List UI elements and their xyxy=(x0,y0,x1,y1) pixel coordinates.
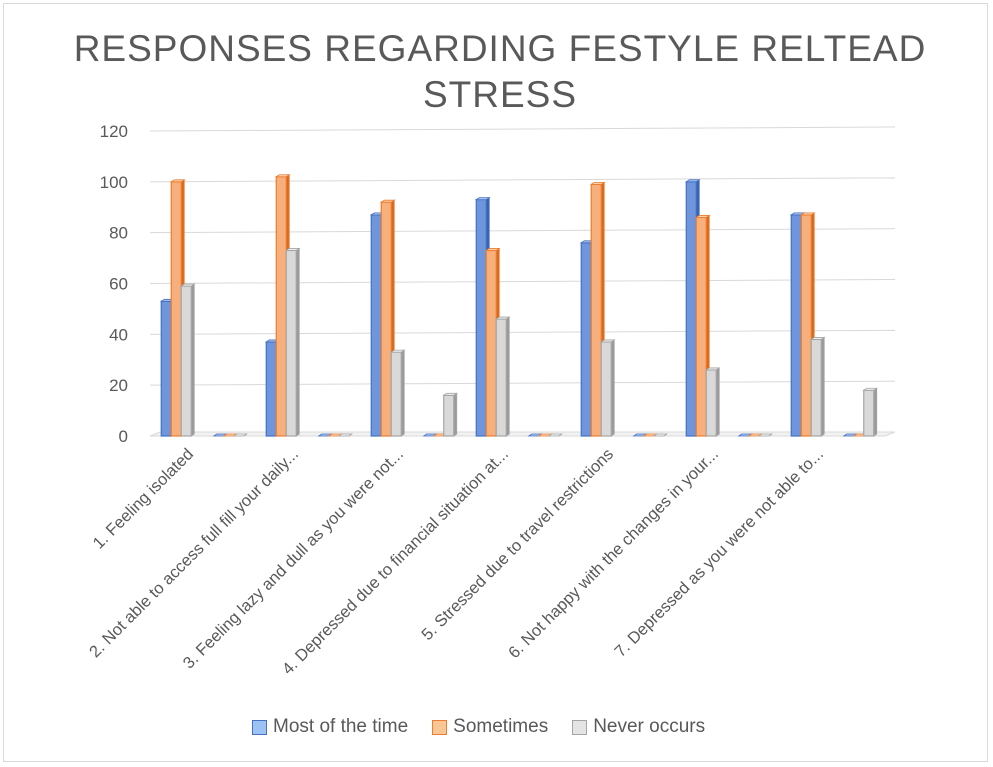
bar-front xyxy=(863,389,875,437)
bar-front xyxy=(390,351,402,437)
bar xyxy=(862,387,879,437)
y-tick-label: 100 xyxy=(100,173,128,192)
bar-front xyxy=(800,214,812,437)
x-tick-label: 1. Feeling isolated xyxy=(90,445,197,552)
x-tick-label: 7. Depressed as you were not able to... xyxy=(611,445,827,661)
bar-top xyxy=(274,174,291,178)
bar-front xyxy=(600,341,612,437)
y-tick-label: 40 xyxy=(109,325,128,344)
bar-top xyxy=(169,179,186,183)
bar-top xyxy=(284,248,301,251)
bar-top xyxy=(442,392,459,396)
bar-top xyxy=(232,433,249,437)
legend-label-never: Never occurs xyxy=(593,716,706,737)
bar-front xyxy=(170,181,182,437)
bar xyxy=(389,349,406,437)
legend-label-most: Most of the time xyxy=(273,716,409,737)
y-tick-label: 120 xyxy=(100,122,128,141)
bar-front xyxy=(265,341,277,437)
bar-top xyxy=(599,339,616,343)
bar-top xyxy=(694,215,711,218)
bar xyxy=(442,392,459,437)
legend-swatch-most xyxy=(252,719,267,735)
bar-front xyxy=(590,183,602,437)
bar-top xyxy=(704,367,721,371)
bar-top xyxy=(337,433,354,437)
gridline-120 xyxy=(149,126,896,132)
legend-swatch-never xyxy=(572,719,588,735)
gridline-80 xyxy=(149,228,896,234)
bar-top xyxy=(474,197,491,201)
bar xyxy=(547,433,564,437)
bar xyxy=(652,433,669,437)
bar xyxy=(704,367,721,437)
legend-item-sometimes: Sometimes xyxy=(432,716,548,738)
x-tick-label: 2. Not able to access full fill your dai… xyxy=(86,445,302,661)
gridline-20 xyxy=(149,380,896,386)
bar xyxy=(284,247,301,437)
legend-item-never: Never occurs xyxy=(572,716,705,738)
x-tick-label: 4. Depressed due to financial situation … xyxy=(279,445,512,678)
legend-item-most: Most of the time xyxy=(252,716,408,738)
bar-front xyxy=(495,318,507,437)
bar-top xyxy=(484,248,501,251)
legend-label-sometimes: Sometimes xyxy=(453,716,549,737)
y-tick-label: 80 xyxy=(109,224,128,243)
y-tick-label: 60 xyxy=(109,275,128,294)
bar-front xyxy=(380,201,392,437)
bar-front xyxy=(285,249,297,437)
x-tick-label: 3. Feeling lazy and dull as you were not… xyxy=(180,445,407,672)
bar-top xyxy=(862,387,879,391)
chart-legend: Most of the time Sometimes Never occurs xyxy=(252,716,705,738)
bar-top xyxy=(809,337,826,340)
legend-swatch-sometimes xyxy=(432,719,448,735)
gridline-40 xyxy=(149,329,896,335)
bar-top xyxy=(589,181,606,185)
bar-front xyxy=(475,199,487,437)
bar-front xyxy=(180,285,192,437)
bar xyxy=(179,283,196,437)
bar-front xyxy=(160,300,172,437)
bar-front xyxy=(370,214,382,437)
bar-front xyxy=(580,242,592,437)
bar xyxy=(494,316,511,437)
gridline-100 xyxy=(149,177,896,183)
y-tick-label: 0 xyxy=(119,427,128,446)
bar-top xyxy=(179,283,196,287)
bar xyxy=(757,433,774,437)
bar-front xyxy=(810,338,822,437)
bar-top xyxy=(757,433,774,437)
bar-top xyxy=(547,433,564,437)
bar-front xyxy=(685,181,697,437)
bar xyxy=(337,433,354,437)
bar xyxy=(232,433,249,437)
bar xyxy=(599,339,616,437)
bar-front xyxy=(705,369,717,437)
bar-top xyxy=(799,212,816,216)
chart-title: RESPONSES REGARDING FESTYLE RELTEAD STRE… xyxy=(73,28,927,115)
bar-front xyxy=(443,394,455,437)
bar-front xyxy=(485,249,497,437)
bar-top xyxy=(379,199,396,203)
y-tick-label: 20 xyxy=(109,376,128,395)
chart-floor xyxy=(149,431,896,437)
x-tick-label: 5. Stressed due to travel restrictions xyxy=(418,445,617,644)
bar-top xyxy=(494,316,511,320)
bar-front xyxy=(275,176,287,437)
x-tick-label: 6. Not happy with the changes in your... xyxy=(505,445,722,662)
gridline-60 xyxy=(149,279,896,284)
bar-top xyxy=(652,433,669,437)
bar-top xyxy=(389,349,406,353)
bar-front xyxy=(695,216,707,437)
bar-top xyxy=(684,179,701,183)
bar xyxy=(809,336,826,437)
bar-front xyxy=(790,214,802,437)
